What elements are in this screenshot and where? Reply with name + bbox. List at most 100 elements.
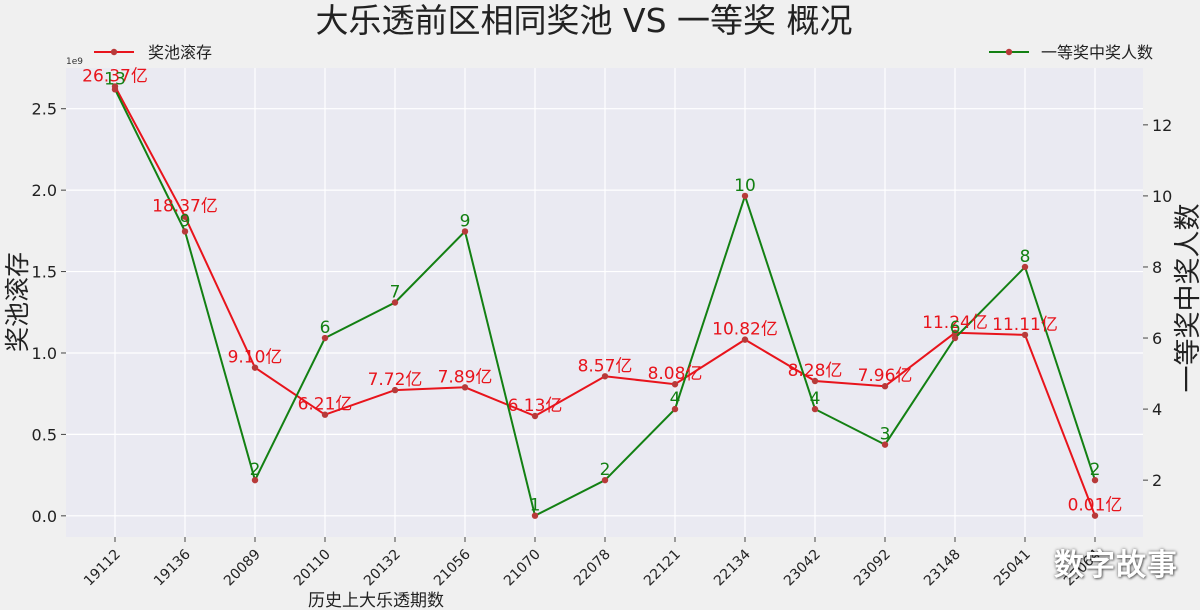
left-tick-label: 0.5 — [32, 425, 57, 444]
prize-pool-point — [601, 373, 609, 380]
prize-pool-point — [741, 336, 749, 343]
right-tick-label: 6 — [1152, 329, 1162, 348]
x-tick-label: 23042 — [781, 547, 824, 590]
chart-title: 大乐透前区相同奖池 VS 一等奖 概况 — [316, 1, 853, 40]
winners-count-point — [461, 228, 469, 235]
prize-pool-point — [391, 386, 399, 394]
legend-left: 奖池滚存 — [94, 43, 212, 62]
winners-count-point — [321, 334, 329, 342]
x-tick-label: 23148 — [921, 547, 964, 590]
prize-pool-point — [951, 329, 959, 336]
legend-left-label: 奖池滚存 — [148, 43, 212, 62]
winners-count-data-label: 2 — [600, 460, 611, 480]
winners-count-point — [1021, 263, 1029, 271]
winners-count-data-label: 1 — [530, 496, 541, 516]
winners-count-data-label: 6 — [320, 318, 331, 338]
winners-count-data-label: 3 — [880, 425, 891, 445]
prize-pool-point — [251, 364, 259, 371]
data-labels: 26.37亿 18.37亿 9.10亿 6.21亿 7.72亿 7.89亿 6.13亿 8.5… — [82, 66, 1122, 515]
left-tick-label: 0.0 — [32, 507, 57, 526]
grid-lines — [66, 68, 1143, 537]
winners-count-data-label: 13 — [104, 69, 126, 89]
x-tick-label: 21070 — [501, 547, 544, 590]
prize-pool-data-label: 7.96亿 — [858, 366, 913, 386]
x-tick-label: 20132 — [361, 547, 404, 590]
prize-pool-point — [321, 411, 329, 418]
prize-pool-point — [881, 383, 889, 390]
x-axis-label: 历史上大乐透期数 — [308, 591, 444, 610]
prize-pool-point — [671, 381, 679, 388]
right-tick-label: 8 — [1152, 258, 1162, 277]
x-tick-label: 19112 — [81, 547, 124, 590]
winners-count-point — [881, 441, 889, 448]
x-tick-label: 22078 — [571, 547, 614, 590]
winners-count-point — [181, 228, 189, 235]
prize-pool-data-label: 26.37亿 — [82, 66, 148, 86]
prize-pool-point — [811, 377, 819, 385]
right-tick-label: 10 — [1152, 187, 1172, 206]
series-lines — [111, 83, 1099, 519]
left-tick-label: 1.5 — [32, 263, 57, 282]
x-tick-label: 21056 — [431, 546, 474, 589]
x-tick-label: 22134 — [711, 546, 754, 589]
watermark-text: 数字故事 — [1054, 548, 1178, 583]
prize-pool-data-label: 18.37亿 — [152, 197, 218, 217]
left-tick-label: 2.5 — [32, 100, 57, 119]
left-axis-label: 奖池滚存 — [3, 252, 32, 352]
left-axis-exponent: 1e9 — [66, 57, 83, 67]
winners-count-data-label: 2 — [1090, 460, 1101, 480]
winners-count-point — [671, 405, 679, 413]
x-tick-label: 20110 — [291, 547, 334, 590]
x-tick-label: 20089 — [221, 547, 264, 590]
x-tick-label: 19136 — [151, 546, 194, 589]
prize-pool-data-label: 7.89亿 — [438, 367, 493, 387]
left-tick-label: 2.0 — [32, 181, 57, 200]
winners-count-data-label: 9 — [460, 211, 471, 231]
winners-count-point — [251, 476, 259, 484]
right-tick-label: 4 — [1152, 400, 1162, 419]
winners-count-data-label: 10 — [734, 176, 756, 196]
winners-count-data-label: 2 — [250, 460, 261, 480]
winners-count-point — [391, 299, 399, 306]
prize-pool-data-label: 10.82亿 — [712, 320, 778, 340]
prize-pool-data-label: 0.01亿 — [1068, 496, 1123, 516]
winners-count-point — [951, 334, 959, 342]
prize-pool-data-label: 8.57亿 — [578, 356, 633, 376]
winners-count-data-label: 7 — [390, 283, 401, 303]
legend-right: 一等奖中奖人数 — [989, 43, 1153, 62]
winners-count-point — [741, 192, 749, 200]
prize-pool-point — [1091, 512, 1099, 519]
prize-pool-data-label: 8.08亿 — [648, 364, 703, 384]
left-tick-label: 1.0 — [32, 344, 57, 363]
winners-count-point — [601, 476, 609, 484]
legend-right-label: 一等奖中奖人数 — [1041, 43, 1153, 62]
right-axis-label: 一等奖中奖人数 — [1173, 204, 1200, 393]
prize-pool-point — [1021, 331, 1029, 339]
prize-pool-data-label: 9.10亿 — [228, 348, 283, 368]
winners-count-data-label: 8 — [1020, 247, 1031, 267]
winners-count-point — [111, 86, 119, 93]
x-tick-label: 25041 — [991, 547, 1034, 590]
winners-count-point — [811, 405, 819, 413]
prize-pool-data-label: 6.13亿 — [508, 396, 563, 416]
winners-count-point — [531, 512, 539, 519]
legend-right-marker — [1005, 48, 1013, 56]
x-tick-label: 22121 — [641, 547, 684, 590]
prize-pool-data-label: 11.24亿 — [922, 313, 988, 333]
prize-pool-point — [531, 412, 539, 420]
prize-pool-data-label: 6.21亿 — [298, 395, 353, 415]
prize-pool-point — [461, 384, 469, 391]
winners-count-point — [1091, 476, 1099, 484]
winners-count-data-label: 4 — [810, 389, 821, 409]
prize-pool-point — [181, 213, 189, 220]
prize-pool-data-label: 7.72亿 — [368, 370, 423, 390]
legend-left-marker — [110, 48, 118, 56]
winners-count-data-label: 6 — [950, 318, 961, 338]
right-tick-label: 12 — [1152, 116, 1172, 135]
right-tick-label: 2 — [1152, 471, 1162, 490]
x-tick-label: 23092 — [851, 547, 894, 590]
prize-pool-data-label: 11.11亿 — [992, 315, 1058, 335]
winners-count-data-label: 4 — [670, 389, 681, 409]
winners-count-data-label: 9 — [180, 211, 191, 231]
